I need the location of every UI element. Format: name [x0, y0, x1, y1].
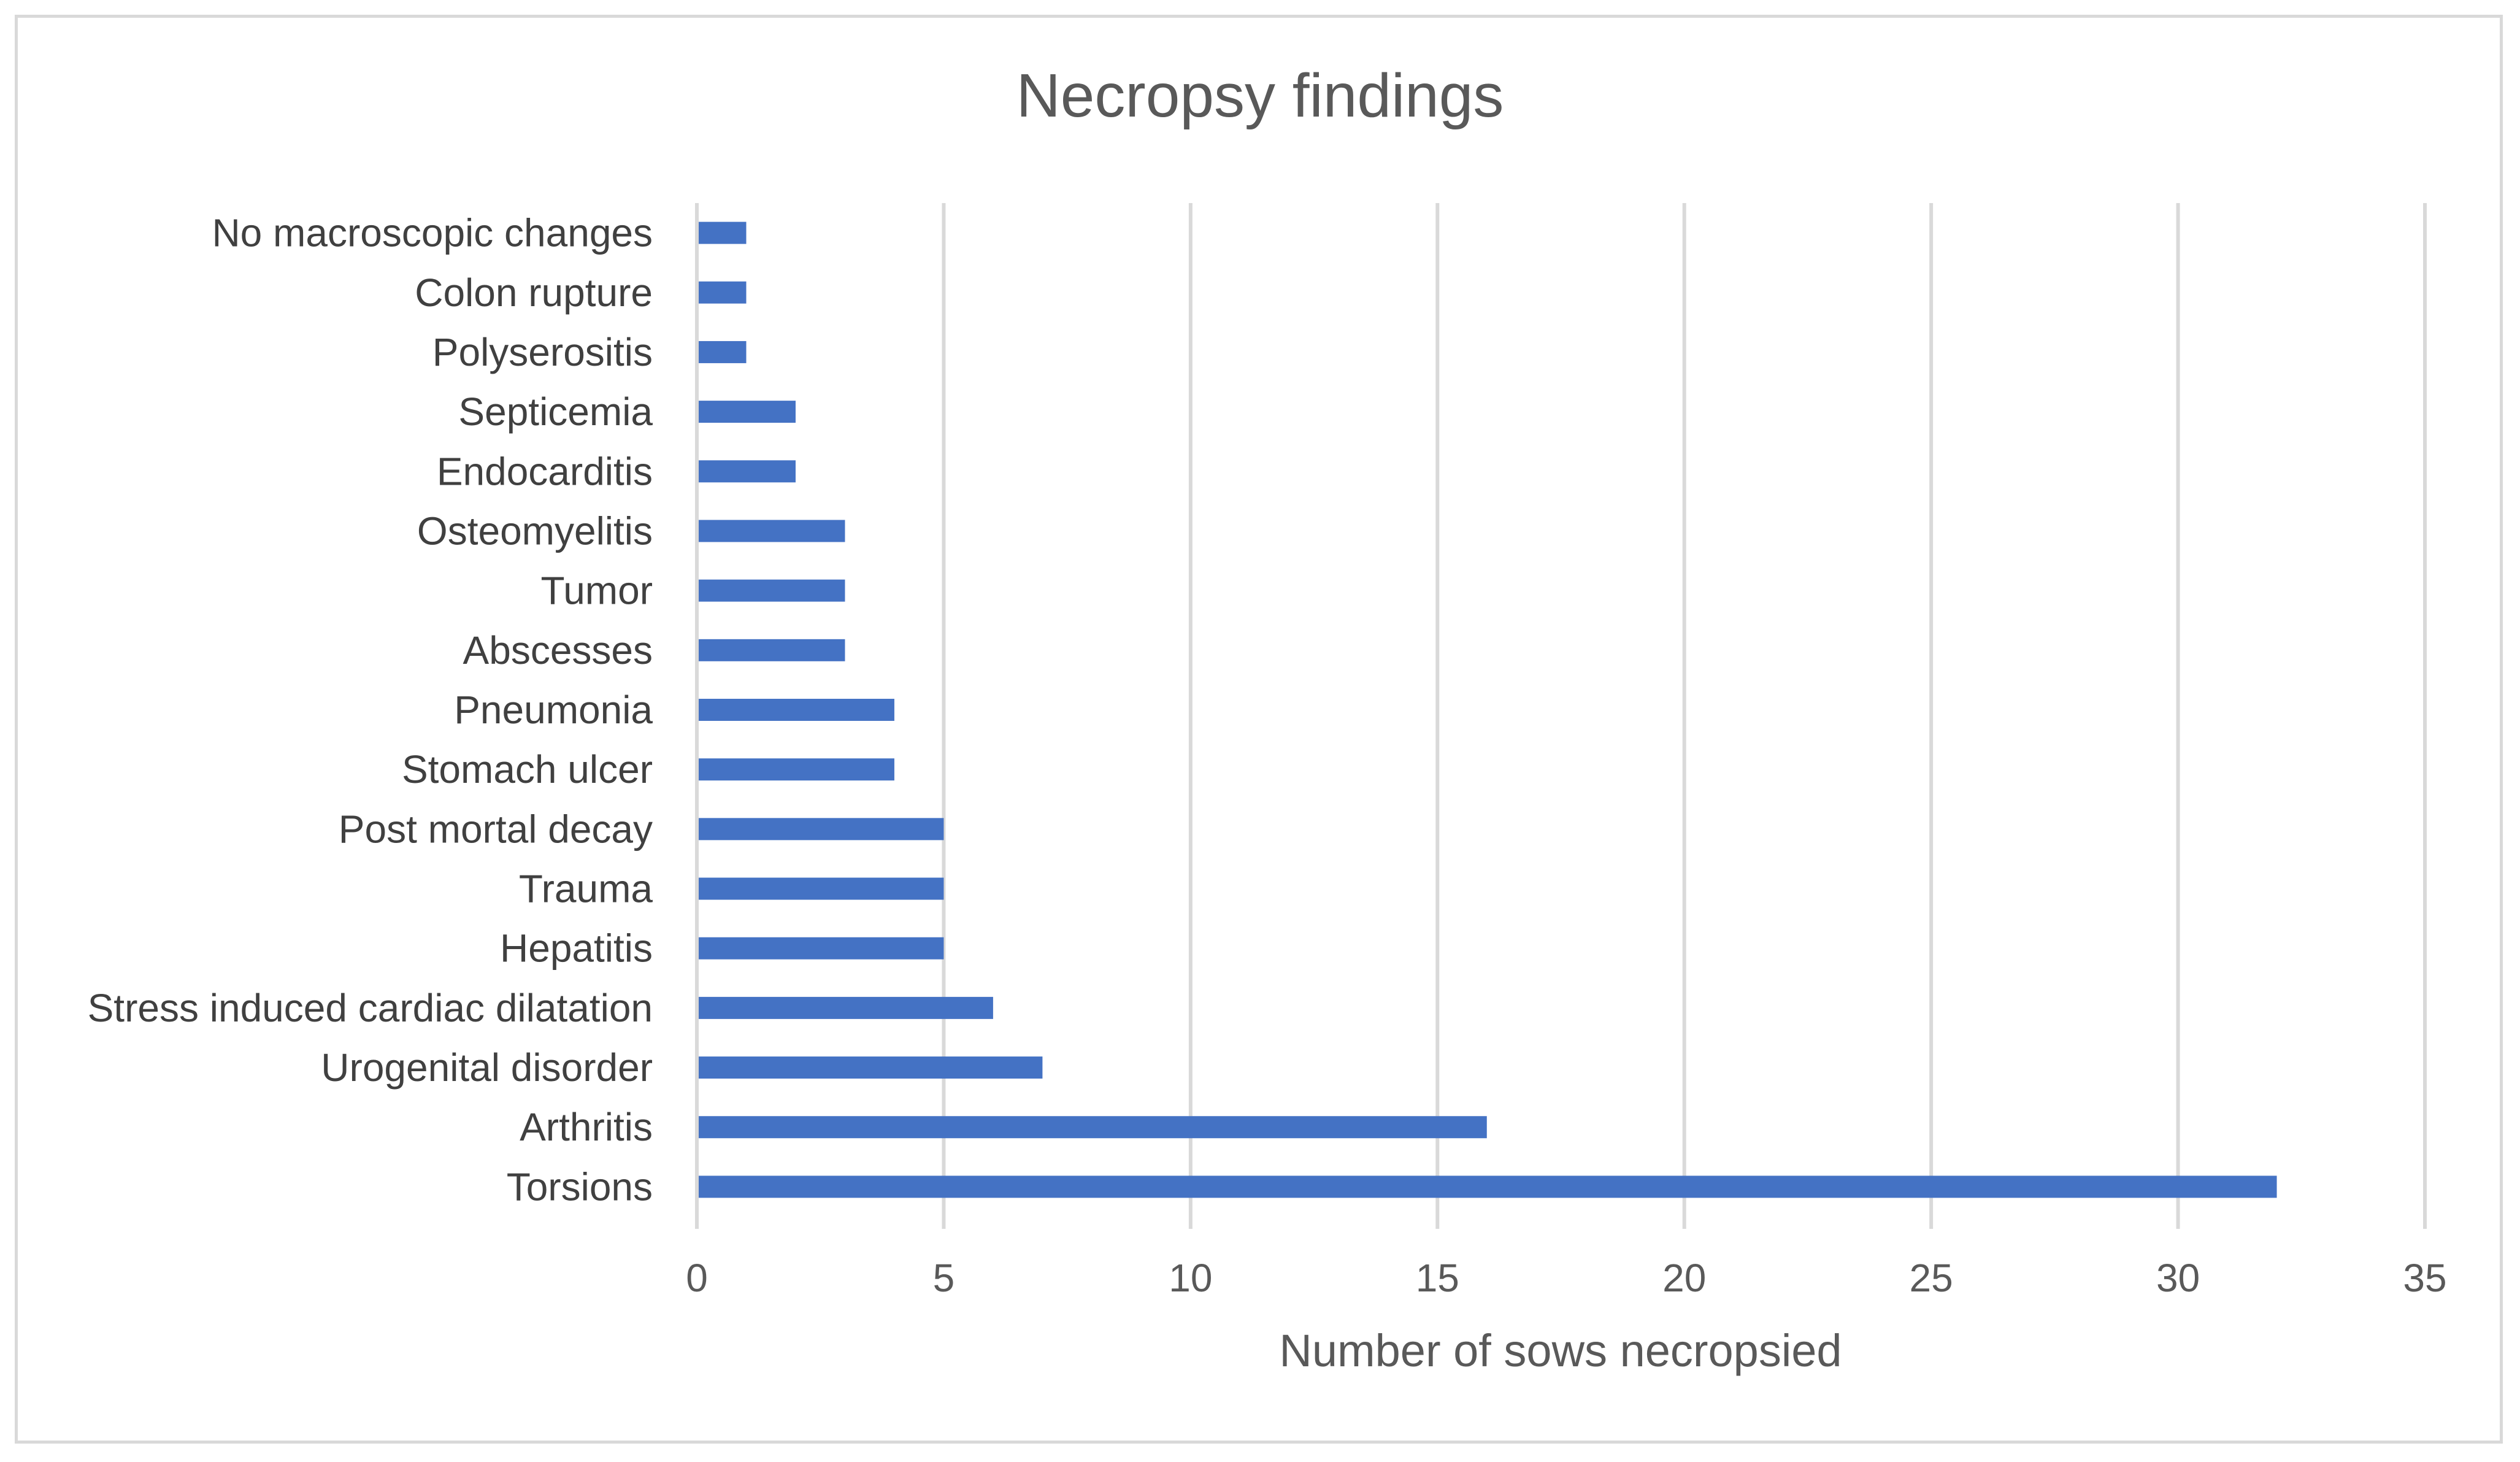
category-label: No macroscopic changes: [212, 211, 653, 255]
category-label: Torsions: [507, 1164, 653, 1209]
category-label: Abscesses: [463, 628, 653, 672]
category-label: Polyserositis: [432, 330, 653, 374]
x-tick-labels: 0 5 10 15 20 25 30 35: [686, 1256, 2446, 1300]
x-tick-label: 10: [1169, 1256, 1212, 1300]
bar: [699, 1116, 1487, 1139]
category-label: Pneumonia: [454, 688, 653, 732]
category-label: Hepatitis: [500, 926, 653, 971]
x-tick-label: 0: [686, 1256, 708, 1300]
x-tick-label: 15: [1416, 1256, 1459, 1300]
category-label: Arthritis: [520, 1105, 653, 1149]
chart-frame: [15, 15, 2503, 1444]
bar: [699, 639, 845, 661]
bar: [699, 221, 747, 244]
category-label: Trauma: [519, 867, 653, 911]
bar: [699, 937, 944, 960]
x-tick-label: 30: [2156, 1256, 2200, 1300]
chart-title: Necropsy findings: [1016, 61, 1504, 130]
bar: [699, 340, 747, 363]
bar: [699, 758, 894, 781]
category-labels: No macroscopic changes Colon rupture Polys…: [88, 211, 653, 1209]
x-axis-title: Number of sows necropsied: [1279, 1325, 1842, 1376]
bar: [699, 877, 944, 900]
bar: [699, 579, 845, 602]
category-label: Post mortal decay: [339, 807, 653, 851]
x-tick-label: 25: [1910, 1256, 1953, 1300]
category-label: Urogenital disorder: [321, 1045, 653, 1090]
bar: [699, 1056, 1043, 1079]
category-label: Osteomyelitis: [417, 509, 653, 553]
category-label: Endocarditis: [437, 449, 653, 493]
category-label: Colon rupture: [415, 271, 653, 315]
x-tick-label: 20: [1662, 1256, 1706, 1300]
bar: [699, 281, 747, 304]
category-label: Stomach ulcer: [402, 747, 653, 791]
x-tick-label: 5: [933, 1256, 955, 1300]
bar: [699, 460, 796, 483]
x-tick-label: 35: [2403, 1256, 2446, 1300]
category-label: Stress induced cardiac dilatation: [88, 986, 653, 1030]
bar: [699, 699, 894, 721]
category-label: Tumor: [540, 569, 653, 613]
bar: [699, 401, 796, 423]
bar: [699, 818, 944, 841]
bar: [699, 520, 845, 542]
bar: [699, 1175, 2277, 1198]
category-label: Septicemia: [458, 390, 653, 434]
bar: [699, 996, 993, 1019]
bars: [699, 221, 2277, 1198]
